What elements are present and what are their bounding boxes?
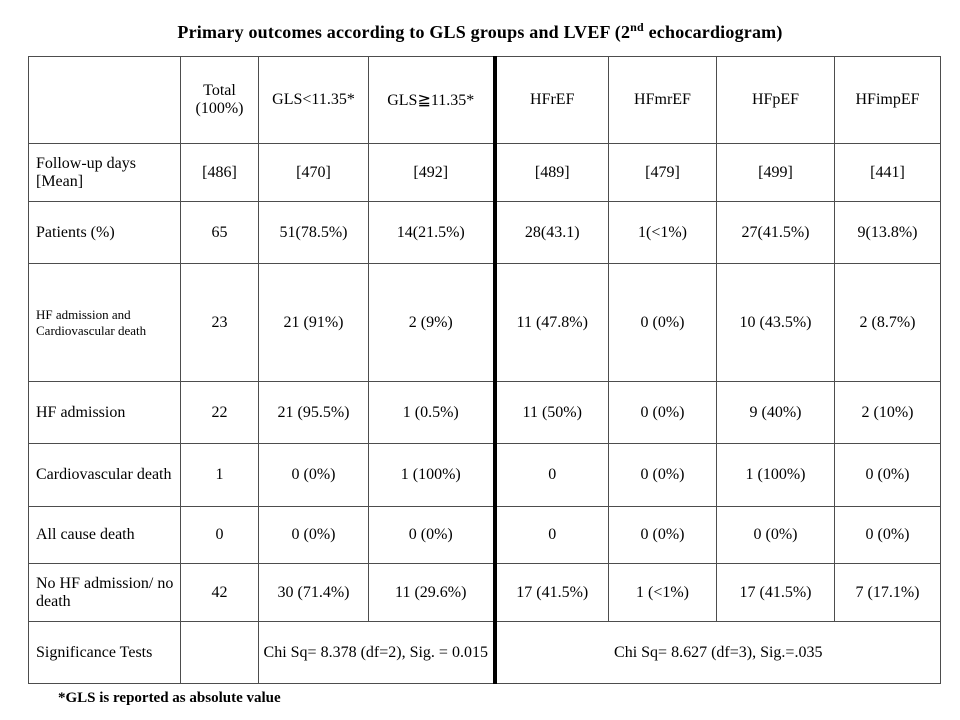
significance-lvef-cell: Chi Sq= 8.627 (df=3), Sig.=.035 <box>492 621 941 684</box>
header-cell: GLS<11.35* <box>258 56 369 144</box>
table-row: Patients (%) 65 51(78.5%) 14(21.5%) 28(43.1)… <box>28 201 941 264</box>
row-label: All cause death <box>28 506 181 564</box>
data-cell: 0 (0%) <box>834 506 941 564</box>
data-cell: 65 <box>180 201 259 264</box>
data-cell: 9 (40%) <box>716 381 835 444</box>
page-title-text: Primary outcomes according to GLS groups… <box>177 22 631 42</box>
header-cell: HFmrEF <box>608 56 717 144</box>
table-row: HF admission and Cardiovascular death 23 2… <box>28 263 941 382</box>
data-cell: [492] <box>368 143 495 202</box>
data-cell: 21 (95.5%) <box>258 381 369 444</box>
data-cell: 11 (50%) <box>492 381 609 444</box>
significance-label: Significance Tests <box>28 621 181 684</box>
data-cell: 28(43.1) <box>492 201 609 264</box>
table-body: Follow-up days [Mean] [486] [470] [492] [489… <box>28 143 941 684</box>
data-cell: 0 (0%) <box>608 263 717 382</box>
data-cell: 0 (0%) <box>608 506 717 564</box>
data-cell: 0 (0%) <box>368 506 495 564</box>
header-cell: HFpEF <box>716 56 835 144</box>
data-cell: 0 (0%) <box>608 443 717 507</box>
data-cell: 1(<1%) <box>608 201 717 264</box>
data-cell: [486] <box>180 143 259 202</box>
data-cell: 17 (41.5%) <box>492 563 609 622</box>
header-cell: GLS≧11.35* <box>368 56 495 144</box>
data-cell: 1 (0.5%) <box>368 381 495 444</box>
significance-row: Significance Tests Chi Sq= 8.378 (df=2), … <box>28 621 941 684</box>
data-cell: 42 <box>180 563 259 622</box>
table-row: Follow-up days [Mean] [486] [470] [492] [489… <box>28 143 941 202</box>
data-cell: 22 <box>180 381 259 444</box>
data-cell: 0 <box>492 506 609 564</box>
data-cell: 2 (10%) <box>834 381 941 444</box>
row-label: Patients (%) <box>28 201 181 264</box>
header-cell: HFimpEF <box>834 56 941 144</box>
data-cell: 10 (43.5%) <box>716 263 835 382</box>
data-cell: 7 (17.1%) <box>834 563 941 622</box>
footnote: *GLS is reported as absolute value <box>58 690 281 706</box>
data-cell: 1 (100%) <box>716 443 835 507</box>
row-label: No HF admission/ no death <box>28 563 181 622</box>
data-cell: 0 (0%) <box>716 506 835 564</box>
page-title-superscript: nd <box>630 20 644 34</box>
page-title-suffix: echocardiogram) <box>643 22 783 42</box>
row-label: Follow-up days [Mean] <box>28 143 181 202</box>
data-cell: 9(13.8%) <box>834 201 941 264</box>
data-cell: 11 (47.8%) <box>492 263 609 382</box>
row-label: Cardiovascular death <box>28 443 181 507</box>
data-cell: 30 (71.4%) <box>258 563 369 622</box>
significance-empty-cell <box>180 621 259 684</box>
data-cell: [479] <box>608 143 717 202</box>
outcomes-table: Total (100%) GLS<11.35* GLS≧11.35* HFrEF HFm… <box>28 56 941 684</box>
row-label: HF admission <box>28 381 181 444</box>
data-cell: 0 <box>492 443 609 507</box>
data-cell: 17 (41.5%) <box>716 563 835 622</box>
header-cell <box>28 56 181 144</box>
significance-gls-cell: Chi Sq= 8.378 (df=2), Sig. = 0.015 <box>258 621 495 684</box>
data-cell: 1 (100%) <box>368 443 495 507</box>
data-cell: 51(78.5%) <box>258 201 369 264</box>
data-cell: [470] <box>258 143 369 202</box>
page-title: Primary outcomes according to GLS groups… <box>0 0 960 43</box>
data-cell: 1 (<1%) <box>608 563 717 622</box>
data-cell: 23 <box>180 263 259 382</box>
data-cell: 0 (0%) <box>258 506 369 564</box>
row-label: HF admission and Cardiovascular death <box>28 263 181 382</box>
data-cell: 14(21.5%) <box>368 201 495 264</box>
data-cell: 2 (9%) <box>368 263 495 382</box>
header-cell: Total (100%) <box>180 56 259 144</box>
data-cell: 0 <box>180 506 259 564</box>
data-cell: 21 (91%) <box>258 263 369 382</box>
header-row: Total (100%) GLS<11.35* GLS≧11.35* HFrEF HFm… <box>28 56 941 144</box>
data-cell: [441] <box>834 143 941 202</box>
header-cell: HFrEF <box>492 56 609 144</box>
data-cell: 0 (0%) <box>834 443 941 507</box>
data-cell: 11 (29.6%) <box>368 563 495 622</box>
data-cell: 2 (8.7%) <box>834 263 941 382</box>
table-row: Cardiovascular death 1 0 (0%) 1 (100%) 0 0 (0… <box>28 443 941 507</box>
table-row: All cause death 0 0 (0%) 0 (0%) 0 0 (0%) 0 (0%… <box>28 506 941 564</box>
data-cell: 1 <box>180 443 259 507</box>
data-cell: [499] <box>716 143 835 202</box>
data-cell: [489] <box>492 143 609 202</box>
data-cell: 0 (0%) <box>608 381 717 444</box>
data-cell: 0 (0%) <box>258 443 369 507</box>
table-row: HF admission 22 21 (95.5%) 1 (0.5%) 11 (50%)… <box>28 381 941 444</box>
data-cell: 27(41.5%) <box>716 201 835 264</box>
table-row: No HF admission/ no death 42 30 (71.4%) 11 … <box>28 563 941 622</box>
